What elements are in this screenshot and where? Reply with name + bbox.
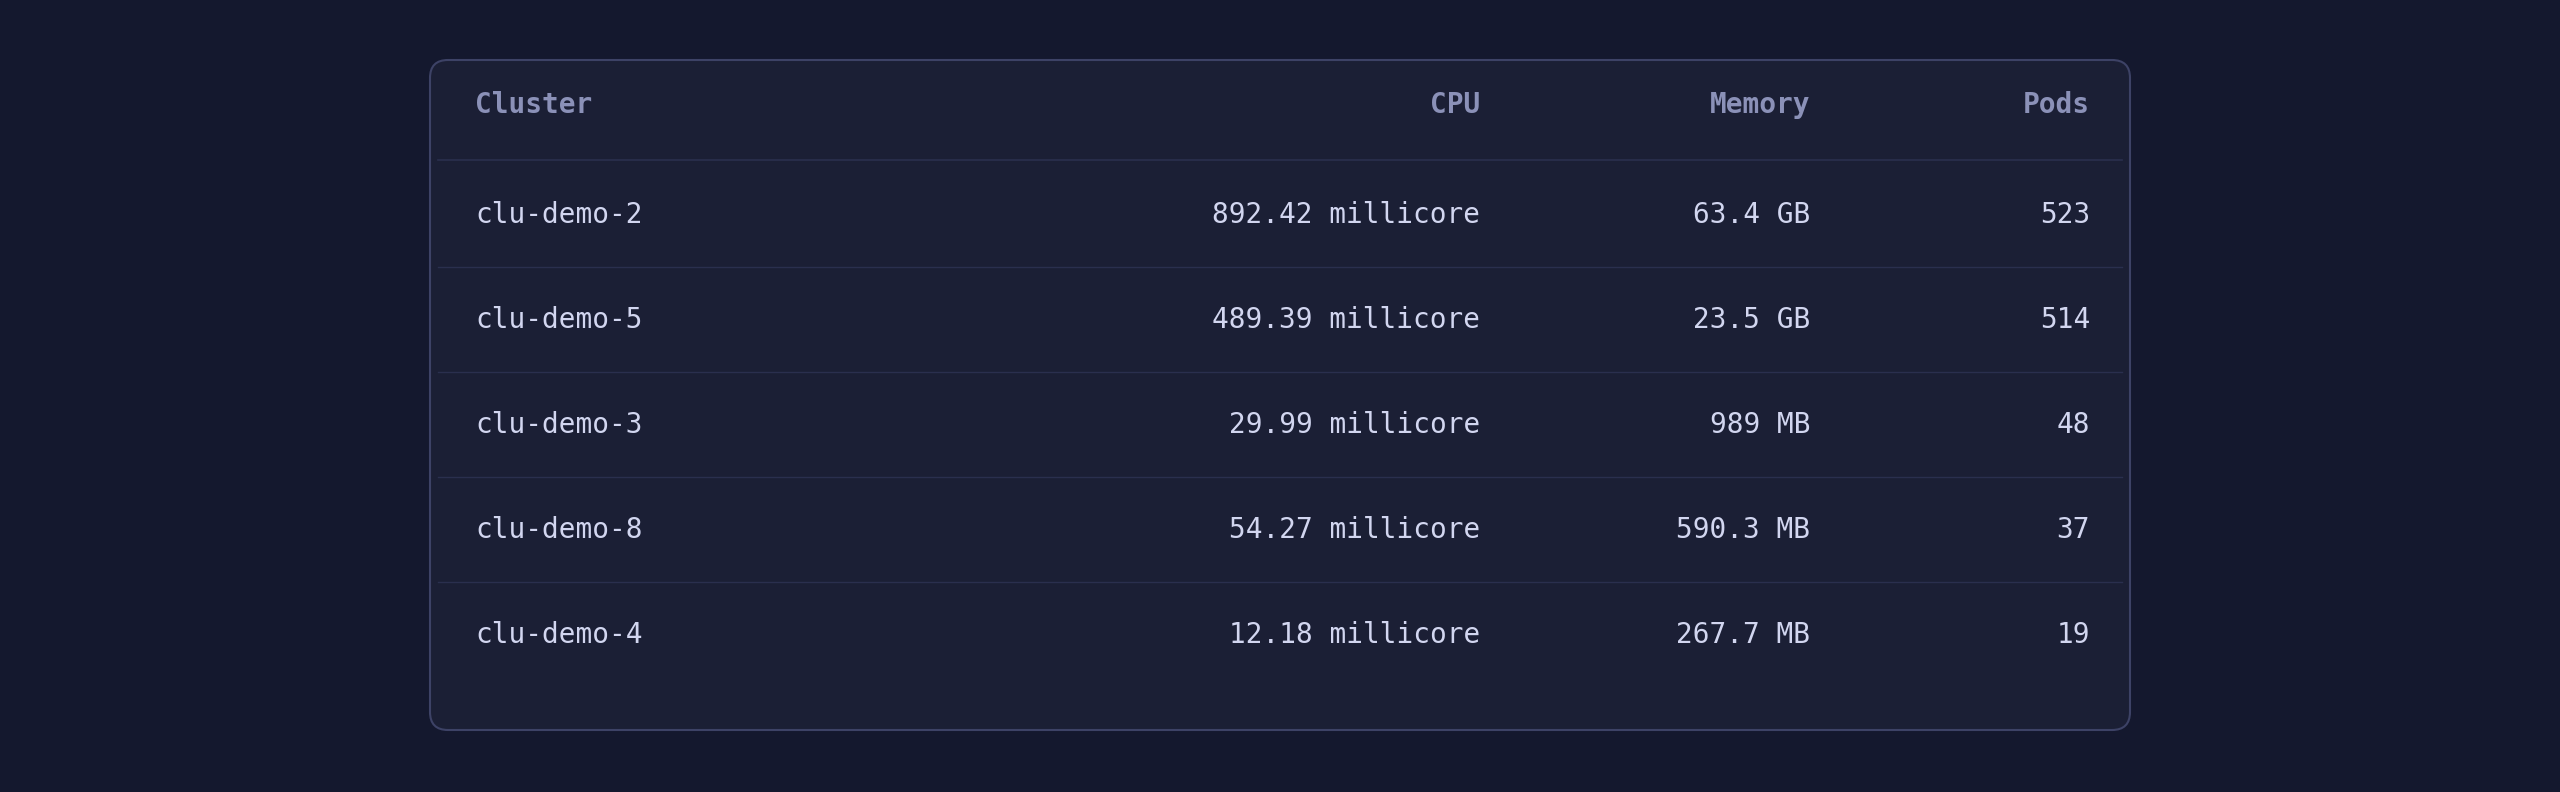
Text: Memory: Memory xyxy=(1710,91,1810,119)
Text: clu-demo-4: clu-demo-4 xyxy=(476,621,643,649)
Text: 590.3 MB: 590.3 MB xyxy=(1677,516,1810,544)
Text: clu-demo-3: clu-demo-3 xyxy=(476,411,643,439)
Text: clu-demo-2: clu-demo-2 xyxy=(476,201,643,229)
Text: Pods: Pods xyxy=(2022,91,2089,119)
Text: 989 MB: 989 MB xyxy=(1710,411,1810,439)
Text: 23.5 GB: 23.5 GB xyxy=(1692,306,1810,334)
Text: clu-demo-8: clu-demo-8 xyxy=(476,516,643,544)
Text: 63.4 GB: 63.4 GB xyxy=(1692,201,1810,229)
Text: 267.7 MB: 267.7 MB xyxy=(1677,621,1810,649)
Text: 489.39 millicore: 489.39 millicore xyxy=(1211,306,1480,334)
Text: 892.42 millicore: 892.42 millicore xyxy=(1211,201,1480,229)
Text: 514: 514 xyxy=(2040,306,2089,334)
Text: 523: 523 xyxy=(2040,201,2089,229)
Text: 19: 19 xyxy=(2056,621,2089,649)
Text: Cluster: Cluster xyxy=(476,91,591,119)
Text: 37: 37 xyxy=(2056,516,2089,544)
Text: 29.99 millicore: 29.99 millicore xyxy=(1229,411,1480,439)
Text: CPU: CPU xyxy=(1428,91,1480,119)
Text: 12.18 millicore: 12.18 millicore xyxy=(1229,621,1480,649)
Text: 48: 48 xyxy=(2056,411,2089,439)
Text: clu-demo-5: clu-demo-5 xyxy=(476,306,643,334)
Text: 54.27 millicore: 54.27 millicore xyxy=(1229,516,1480,544)
FancyBboxPatch shape xyxy=(430,60,2130,730)
